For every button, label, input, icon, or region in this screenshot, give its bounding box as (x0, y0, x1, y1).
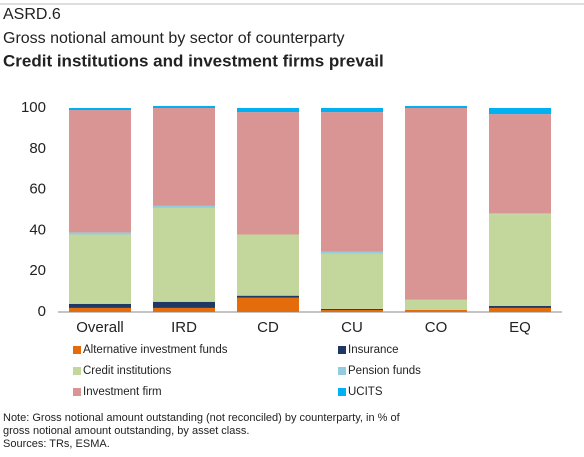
figure-label: ASRD.6 (3, 6, 61, 23)
bar-segment (69, 232, 131, 235)
bar-segment (321, 253, 383, 309)
legend-label: Credit institutions (83, 365, 171, 377)
bar-segment (153, 205, 215, 208)
bar-segment (69, 307, 131, 312)
bar-segment (489, 114, 551, 214)
bar-segment (69, 108, 131, 111)
legend-label: Insurance (348, 344, 399, 356)
bar-segment (153, 108, 215, 206)
x-tick-label: CO (425, 319, 448, 336)
note: Note: Gross notional amount outstanding … (3, 412, 401, 424)
y-tick-label: 40 (29, 221, 46, 238)
bar-segment (405, 105, 467, 108)
bar-segment (69, 303, 131, 308)
bar-segment (321, 108, 383, 113)
bar-segment (489, 213, 551, 215)
bar-segment (237, 112, 299, 235)
x-tick-label: IRD (171, 319, 197, 336)
bar-segment (69, 110, 131, 233)
bar-segment (405, 108, 467, 300)
bar-segment (237, 234, 299, 296)
legend-label: Alternative investment funds (83, 344, 228, 356)
bar-segment (489, 214, 551, 306)
bar-segment (237, 297, 299, 312)
y-tick-label: 100 (21, 99, 46, 116)
bar-segment (489, 108, 551, 115)
bar-segment (489, 305, 551, 308)
bar-segment (321, 112, 383, 252)
chart-subtitle: Gross notional amount by sector of count… (3, 30, 345, 47)
x-tick-label: EQ (509, 319, 531, 336)
bar-segment (321, 251, 383, 254)
y-tick-label: 20 (29, 262, 46, 279)
note: gross notional amount outstanding, by as… (3, 425, 249, 437)
legend-label: Pension funds (348, 365, 421, 377)
bar-segment (489, 307, 551, 312)
legend-swatch (338, 367, 346, 375)
legend-label: Investment firm (83, 386, 162, 398)
bar-segment (405, 299, 467, 310)
legend-swatch (73, 367, 81, 375)
note: Sources: TRs, ESMA. (3, 438, 110, 450)
bar-segment (321, 308, 383, 310)
bar-segment (405, 309, 467, 312)
y-tick-label: 60 (29, 181, 46, 198)
bar-segment (153, 301, 215, 308)
y-tick-label: 0 (38, 303, 46, 320)
x-tick-label: Overall (76, 319, 124, 336)
bar-segment (153, 307, 215, 312)
legend-swatch (338, 388, 346, 396)
bar-segment (237, 295, 299, 298)
bar-segment (321, 309, 383, 312)
legend-swatch (338, 346, 346, 354)
x-tick-label: CD (257, 319, 279, 336)
legend-swatch (73, 346, 81, 354)
bar-segment (153, 207, 215, 302)
bar-segment (237, 108, 299, 113)
legend-label: UCITS (348, 386, 383, 398)
bar-segment (69, 234, 131, 304)
legend-swatch (73, 388, 81, 396)
y-tick-label: 80 (29, 140, 46, 157)
chart-title: Credit institutions and investment firms… (3, 51, 384, 70)
x-tick-label: CU (341, 319, 363, 336)
bar-segment (153, 105, 215, 108)
